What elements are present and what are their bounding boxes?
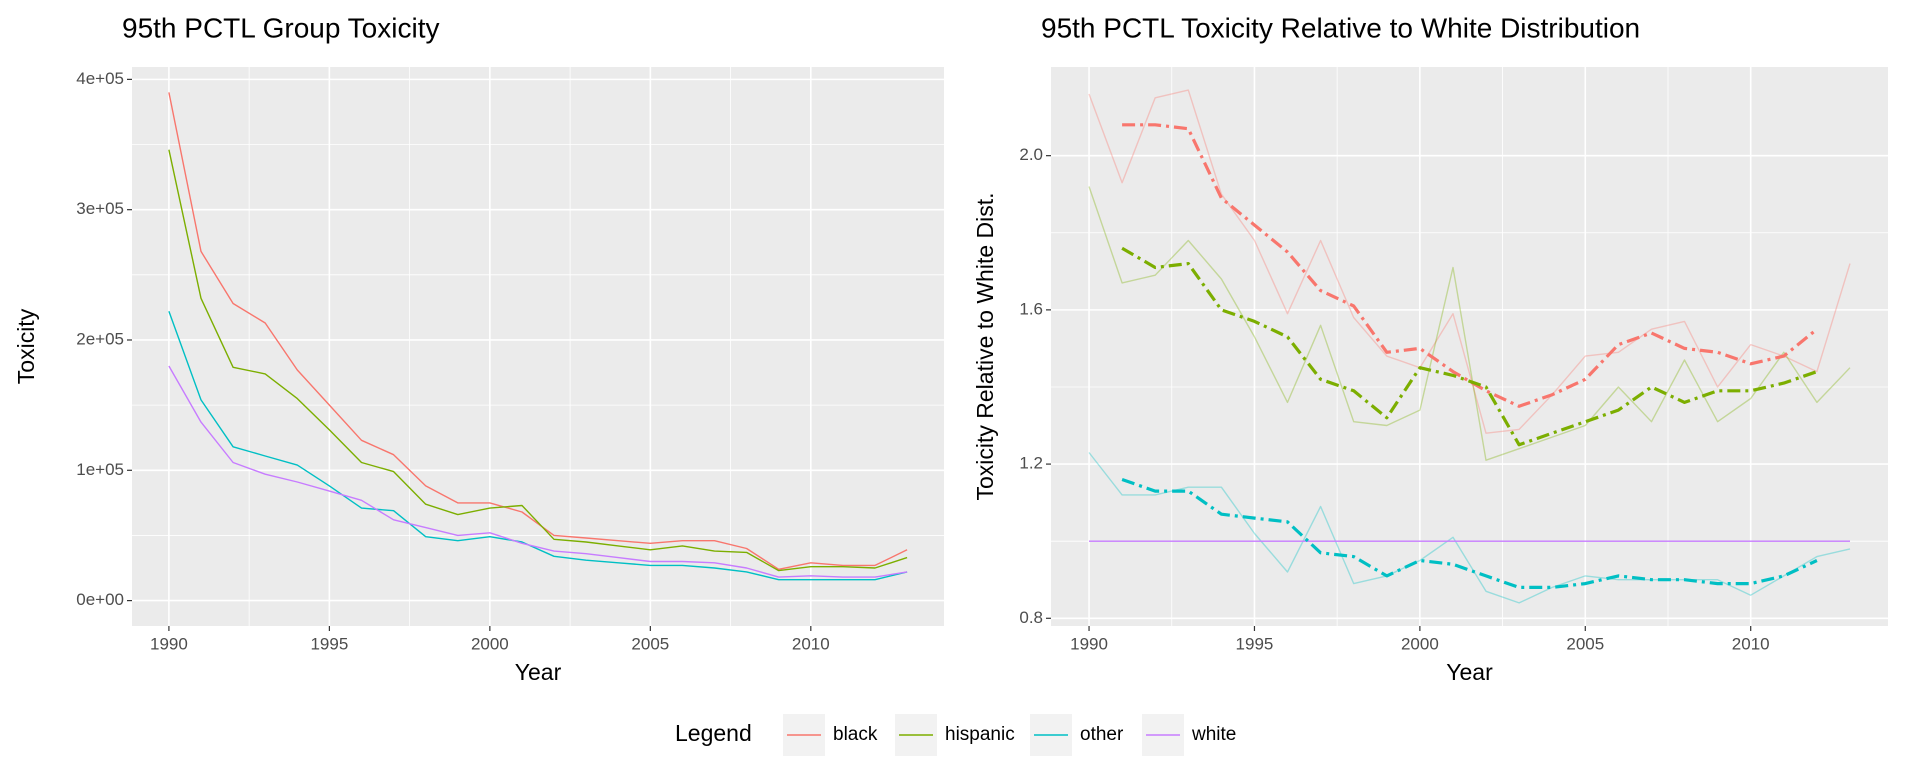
series-line <box>168 365 908 578</box>
y-tick-label: 4e+05 <box>76 69 124 88</box>
y-tick-label: 2.0 <box>1019 145 1043 164</box>
x-tick-label: 2010 <box>792 634 830 653</box>
x-tick-label: 1995 <box>1236 634 1274 653</box>
y-axis-title: Toxicity <box>13 308 39 384</box>
series-line <box>168 311 908 581</box>
x-tick-label: 2010 <box>1732 634 1770 653</box>
legend-title: Legend <box>675 720 752 746</box>
x-tick-label: 2000 <box>1401 634 1439 653</box>
series-line <box>168 92 908 570</box>
x-tick-label: 1990 <box>150 634 188 653</box>
x-tick-label: 1995 <box>310 634 348 653</box>
plot-background <box>132 67 944 626</box>
series-line <box>1121 246 1818 447</box>
x-axis-title: Year <box>1446 659 1493 685</box>
series-line <box>1088 452 1851 604</box>
series-line <box>168 149 908 572</box>
y-tick-label: 1.2 <box>1019 454 1043 473</box>
y-tick-label: 3e+05 <box>76 199 124 218</box>
series-line <box>1088 89 1851 434</box>
x-tick-label: 2005 <box>631 634 669 653</box>
legend-label: black <box>833 724 878 745</box>
x-tick-label: 1990 <box>1070 634 1108 653</box>
x-tick-label: 2005 <box>1566 634 1604 653</box>
y-axis-title: Toxicity Relative to White Dist. <box>972 192 998 500</box>
series-line <box>1122 123 1818 408</box>
y-tick-label: 0.8 <box>1019 608 1043 627</box>
series-line <box>1088 186 1851 461</box>
y-tick-label: 1.6 <box>1019 299 1043 318</box>
chart-title: 95th PCTL Group Toxicity <box>122 12 439 43</box>
legend-label: other <box>1080 724 1124 745</box>
x-axis-title: Year <box>515 659 562 685</box>
legend-label: white <box>1191 724 1236 745</box>
x-tick-label: 2000 <box>471 634 509 653</box>
plot-background <box>1051 67 1888 626</box>
chart-title: 95th PCTL Toxicity Relative to White Dis… <box>1041 12 1640 43</box>
legend-label: hispanic <box>945 724 1015 745</box>
y-tick-label: 2e+05 <box>76 329 124 348</box>
y-tick-label: 0e+00 <box>76 590 124 609</box>
y-tick-label: 1e+05 <box>76 460 124 479</box>
